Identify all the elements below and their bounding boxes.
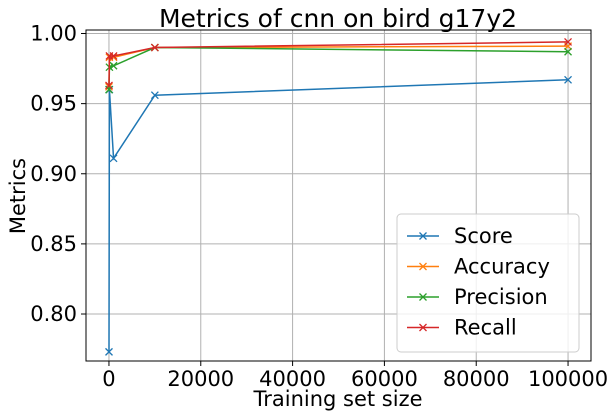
data-point [105, 347, 113, 356]
plot-area [85, 29, 592, 362]
legend-marker [419, 293, 427, 301]
y-axis-label: Metrics [6, 158, 30, 234]
data-point [150, 43, 159, 52]
x-tick-label: 60000 [351, 367, 418, 391]
data-point [105, 81, 113, 90]
y-tick-label: 0.80 [30, 302, 77, 326]
legend-item: Recall [407, 316, 517, 340]
x-tick-label: 40000 [259, 367, 326, 391]
grid [86, 30, 591, 361]
legend-item: Precision [407, 285, 548, 309]
legend-label: Accuracy [454, 255, 550, 279]
series-score [105, 75, 573, 356]
data-point [109, 154, 118, 163]
x-tick-label: 20000 [167, 367, 234, 391]
legend-marker [419, 262, 427, 271]
legend-item: Accuracy [407, 255, 550, 279]
legend-item: Score [407, 224, 513, 248]
y-tick-label: 0.95 [30, 92, 77, 116]
data-point [109, 51, 118, 60]
x-axis-label: Training set size [252, 387, 422, 411]
legend-label: Recall [454, 316, 517, 340]
chart-title: Metrics of cnn on bird g17y2 [159, 4, 517, 33]
legend-label: Precision [454, 285, 548, 309]
data-point [564, 75, 573, 84]
legend: Score Accuracy Precision Recall [396, 213, 580, 353]
data-point [564, 37, 573, 46]
data-point [564, 47, 573, 56]
y-tick-label: 0.85 [30, 232, 77, 256]
data-point [150, 91, 159, 100]
series-group [105, 37, 573, 356]
x-tick-label: 0 [102, 367, 115, 391]
x-tick-label: 80000 [443, 367, 510, 391]
legend-box [396, 213, 580, 353]
legend-marker [419, 323, 427, 332]
legend-label: Score [454, 224, 513, 248]
series-recall [105, 37, 573, 90]
data-point [109, 61, 118, 70]
y-tick-label: 0.90 [30, 162, 77, 186]
y-tick-label: 1.00 [30, 22, 77, 46]
legend-marker [419, 232, 427, 240]
ticks: 0 20000 40000 60000 80000 100000 0.80 0.85 0.90 0… [30, 22, 608, 391]
x-tick-label: 100000 [528, 367, 608, 391]
